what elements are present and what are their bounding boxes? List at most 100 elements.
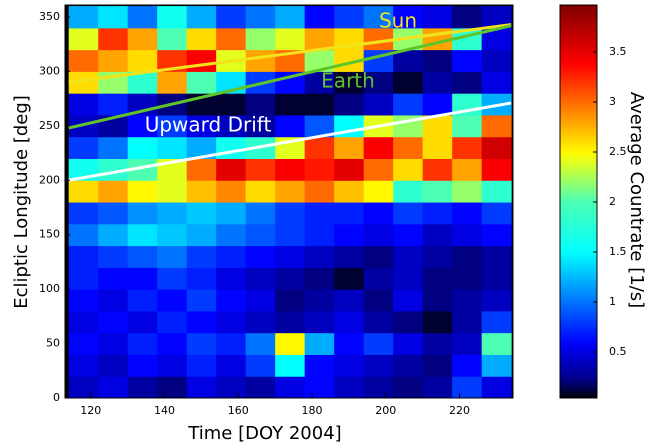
heat-cell xyxy=(216,245,247,268)
heat-cell xyxy=(216,158,247,181)
heat-cell xyxy=(363,71,394,94)
heat-cell xyxy=(186,376,217,398)
heat-cell xyxy=(275,223,306,247)
heat-cell xyxy=(98,245,129,268)
heat-cell xyxy=(304,332,335,355)
heat-cell xyxy=(481,267,512,290)
heat-cell xyxy=(481,245,512,268)
heat-cell xyxy=(452,245,483,268)
heat-cell xyxy=(68,6,99,29)
x-tick-label: 140 xyxy=(154,404,175,417)
heat-cell xyxy=(334,136,365,159)
heat-cell xyxy=(186,180,217,203)
heat-cell xyxy=(363,136,394,159)
x-tick-label: 180 xyxy=(302,404,323,417)
heat-cell xyxy=(393,158,424,181)
heat-cell xyxy=(304,267,335,290)
heat-cell xyxy=(422,202,453,225)
colorbar-tick-label: 1 xyxy=(609,295,616,308)
x-tick-label: 200 xyxy=(375,404,396,417)
heat-cell xyxy=(245,332,276,355)
colorbar-tick-label: 2 xyxy=(609,195,616,208)
heat-cell xyxy=(98,180,129,203)
heat-cell xyxy=(452,158,483,181)
heat-cell xyxy=(393,289,424,312)
heat-cell xyxy=(186,332,217,355)
heat-cell xyxy=(393,310,424,334)
heat-cell xyxy=(157,202,188,225)
heat-cell xyxy=(481,376,512,398)
heat-cell xyxy=(393,49,424,72)
heat-cell xyxy=(481,136,512,159)
trend-line xyxy=(68,24,512,130)
heat-cell xyxy=(98,332,129,355)
heat-cell xyxy=(304,223,335,247)
heat-cell xyxy=(127,27,158,51)
heat-cell xyxy=(157,223,188,247)
heat-cell xyxy=(186,245,217,268)
heat-cell xyxy=(157,245,188,268)
heat-cell xyxy=(304,245,335,268)
heat-cell xyxy=(216,180,247,203)
heat-cell xyxy=(304,310,335,334)
heat-cell xyxy=(68,27,99,51)
x-tick-label: 220 xyxy=(449,404,470,417)
trend-line xyxy=(68,101,512,182)
heat-cell xyxy=(216,376,247,398)
heat-cell xyxy=(452,376,483,398)
heat-cell xyxy=(393,332,424,355)
heat-cell xyxy=(216,136,247,159)
heat-cell xyxy=(275,202,306,225)
heat-cell xyxy=(157,27,188,51)
y-tick-label: 0 xyxy=(53,391,60,404)
heat-cell xyxy=(422,6,453,29)
heat-cell xyxy=(275,376,306,398)
heat-cell xyxy=(275,289,306,312)
heat-cell xyxy=(245,354,276,377)
heat-cell xyxy=(275,354,306,377)
heat-cell xyxy=(157,332,188,355)
line-label: Earth xyxy=(321,69,375,93)
heat-cell xyxy=(186,289,217,312)
heat-cell xyxy=(275,180,306,203)
heat-cell xyxy=(68,49,99,72)
heat-cell xyxy=(481,289,512,312)
heat-cell xyxy=(481,354,512,377)
heat-cell xyxy=(245,245,276,268)
heat-cell xyxy=(363,223,394,247)
heat-cell xyxy=(304,202,335,225)
heat-cell xyxy=(245,310,276,334)
heat-cell xyxy=(157,289,188,312)
heat-cell xyxy=(98,27,129,51)
heat-cell xyxy=(363,6,394,29)
heat-cell xyxy=(304,136,335,159)
heat-cell xyxy=(452,267,483,290)
heat-cell xyxy=(452,49,483,72)
x-axis-label: Time [DOY 2004] xyxy=(187,423,341,444)
line-label: Sun xyxy=(379,9,417,33)
heat-cell xyxy=(363,180,394,203)
y-tick-label: 50 xyxy=(46,337,60,350)
heat-cell xyxy=(245,114,276,138)
heat-cell xyxy=(127,71,158,94)
x-tick-label: 160 xyxy=(228,404,249,417)
heat-cell xyxy=(422,180,453,203)
heat-cell xyxy=(127,49,158,72)
heat-cell xyxy=(245,180,276,203)
heat-cell xyxy=(186,202,217,225)
heat-cell xyxy=(452,71,483,94)
heat-cell xyxy=(127,136,158,159)
heat-cell xyxy=(393,376,424,398)
trend-line xyxy=(68,23,512,84)
heat-cell xyxy=(334,267,365,290)
heat-cell xyxy=(245,158,276,181)
heat-cell xyxy=(186,114,217,138)
heat-cell xyxy=(68,289,99,312)
heat-cell xyxy=(393,6,424,29)
heat-cell xyxy=(363,245,394,268)
heat-cell xyxy=(216,289,247,312)
heat-cell xyxy=(68,245,99,268)
heat-cell xyxy=(334,202,365,225)
colorbar-tick-label: 3 xyxy=(609,95,616,108)
heat-cell xyxy=(422,114,453,138)
